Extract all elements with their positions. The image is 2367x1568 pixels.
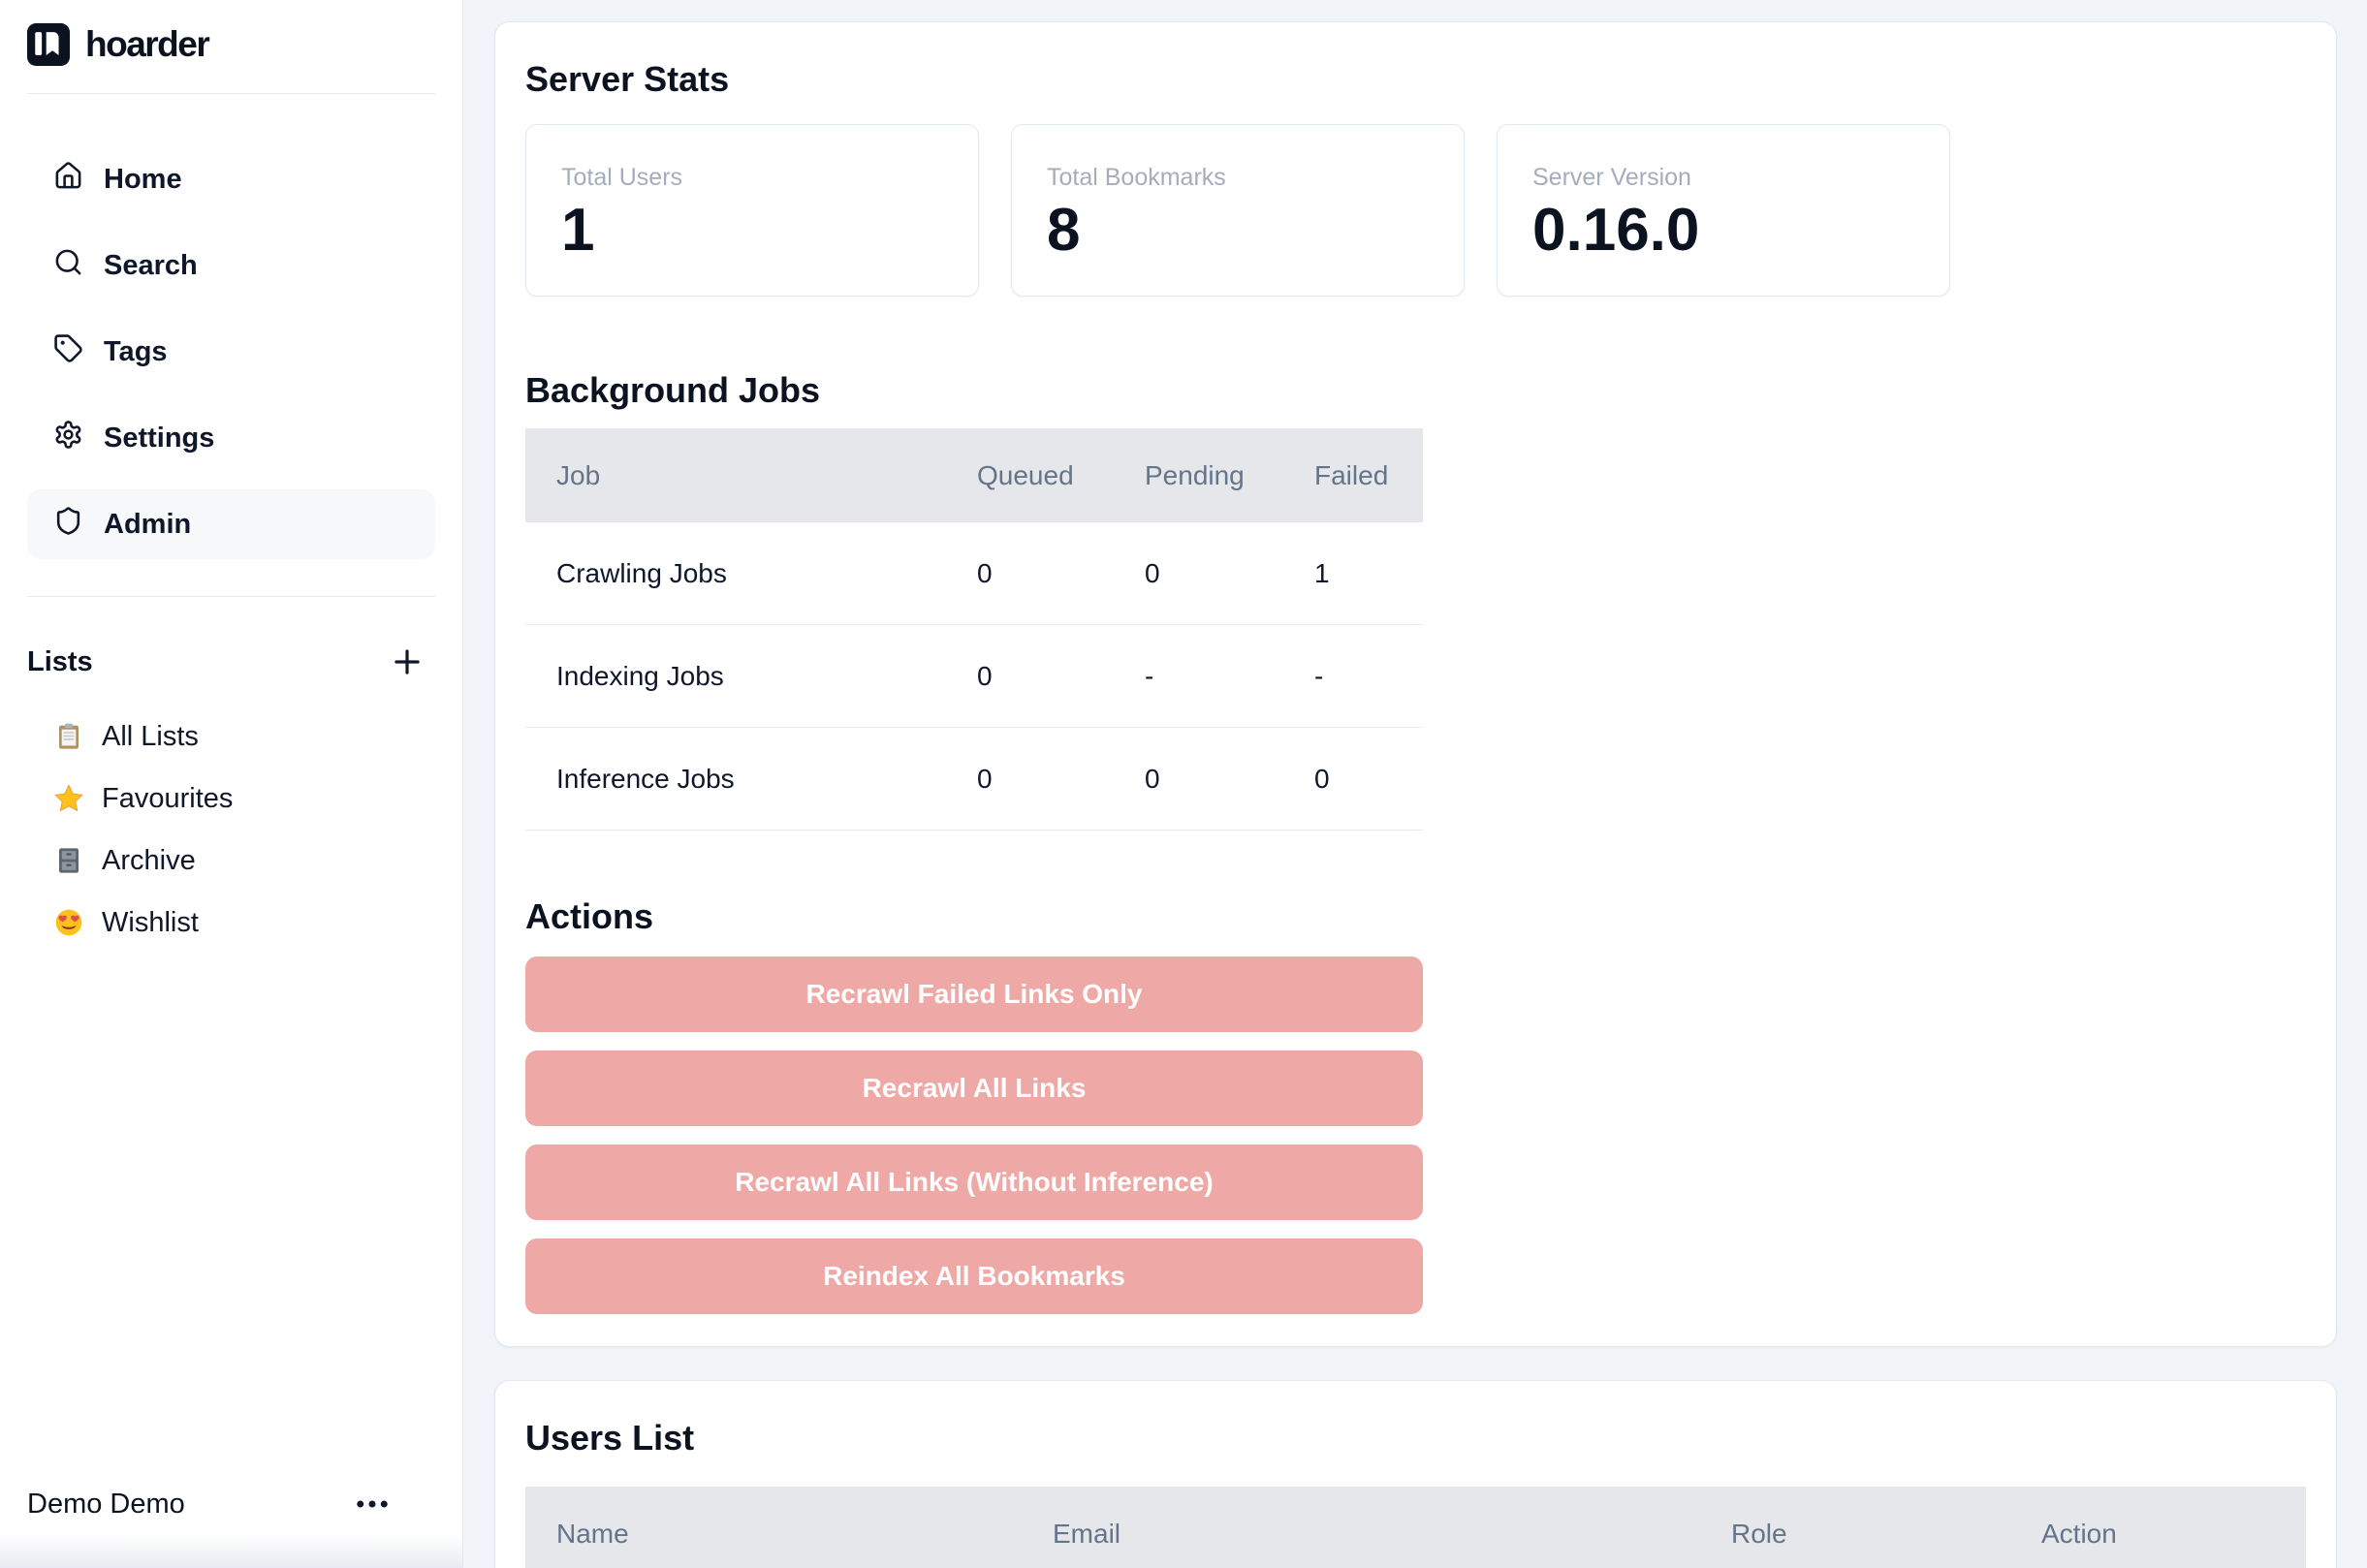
cell-failed: 1 (1314, 557, 1330, 588)
column-header-failed: Failed (1314, 459, 1389, 490)
column-header-role: Role (1731, 1518, 1787, 1549)
recrawl-failed-links-button[interactable]: Recrawl Failed Links Only (525, 956, 1423, 1032)
actions-title: Actions (525, 896, 654, 936)
brand-logo[interactable]: hoarder (27, 23, 435, 66)
background-jobs-table: Job Queued Pending Failed Crawling Jobs … (525, 428, 1423, 831)
cell-failed: 0 (1314, 763, 1330, 794)
plus-icon (389, 649, 426, 683)
column-header-queued: Queued (977, 459, 1074, 490)
sidebar-divider (27, 93, 435, 94)
users-list-card: Users List Name Email Role Action (494, 1380, 2337, 1568)
sidebar-item-label: Tags (104, 335, 168, 367)
cell-pending: 0 (1145, 557, 1160, 588)
table-row-crawling-jobs: Crawling Jobs 0 0 1 (525, 522, 1423, 625)
column-header-action: Action (2041, 1518, 2117, 1549)
stat-value: 1 (561, 197, 595, 264)
lists: All Lists Favourites Archive (27, 715, 435, 944)
sidebar-item-tags[interactable]: Tags (27, 317, 435, 387)
recrawl-all-links-button[interactable]: Recrawl All Links (525, 1051, 1423, 1126)
column-header-job: Job (556, 459, 601, 490)
sidebar-item-wishlist[interactable]: Wishlist (27, 901, 435, 944)
sidebar-bottom-fade (0, 1535, 462, 1568)
list-item-label: Archive (102, 844, 196, 876)
tag-icon (53, 333, 83, 371)
sidebar-item-label: Home (104, 163, 182, 195)
cell-queued: 0 (977, 763, 993, 794)
file-cabinet-icon (53, 845, 84, 876)
column-header-name: Name (556, 1518, 629, 1549)
column-header-email: Email (1053, 1518, 1121, 1549)
stat-card-server-version: Server Version 0.16.0 (1497, 124, 1950, 297)
cell-failed: - (1314, 660, 1324, 691)
sidebar-item-label: Admin (104, 508, 192, 540)
stat-label: Total Users (561, 164, 683, 191)
brand-name: hoarder (85, 24, 210, 64)
table-row-inference-jobs: Inference Jobs 0 0 0 (525, 728, 1423, 831)
stat-label: Server Version (1532, 164, 1691, 191)
sidebar-item-settings[interactable]: Settings (27, 403, 435, 473)
recrawl-without-inference-button[interactable]: Recrawl All Links (Without Inference) (525, 1145, 1423, 1220)
server-stats-title: Server Stats (525, 59, 730, 99)
lists-title: Lists (27, 645, 93, 677)
cell-queued: 0 (977, 557, 993, 588)
sidebar-item-home[interactable]: Home (27, 144, 435, 214)
shield-icon (53, 506, 83, 544)
sidebar-item-admin[interactable]: Admin (27, 489, 435, 559)
main-content: Server Stats Total Users 1 Total Bookmar… (463, 0, 2367, 1568)
gear-icon (53, 420, 83, 457)
user-row: Demo Demo (27, 1483, 435, 1525)
table-row-indexing-jobs: Indexing Jobs 0 - - (525, 625, 1423, 728)
search-icon (53, 247, 83, 285)
lists-header: Lists (27, 643, 435, 680)
sidebar-item-label: Settings (104, 422, 215, 454)
sidebar-item-favourites[interactable]: Favourites (27, 777, 435, 820)
server-stats-cards: Total Users 1 Total Bookmarks 8 Server V… (525, 124, 2306, 297)
column-header-pending: Pending (1145, 459, 1245, 490)
cell-pending: - (1145, 660, 1154, 691)
reindex-all-bookmarks-button[interactable]: Reindex All Bookmarks (525, 1239, 1423, 1314)
add-list-button[interactable] (389, 643, 426, 680)
sidebar-nav: Home Search Tags Settings Admin (27, 144, 435, 559)
cell-queued: 0 (977, 660, 993, 691)
cell-pending: 0 (1145, 763, 1160, 794)
list-item-label: All Lists (102, 720, 199, 752)
list-item-label: Favourites (102, 782, 234, 814)
ellipsis-icon (352, 1500, 393, 1527)
cell-job: Inference Jobs (556, 763, 735, 794)
stat-card-total-users: Total Users 1 (525, 124, 979, 297)
stat-card-total-bookmarks: Total Bookmarks 8 (1011, 124, 1465, 297)
clipboard-icon (53, 721, 84, 752)
background-jobs-title: Background Jobs (525, 370, 821, 410)
admin-panel-card: Server Stats Total Users 1 Total Bookmar… (494, 21, 2337, 1347)
sidebar-item-archive[interactable]: Archive (27, 839, 435, 882)
cell-job: Indexing Jobs (556, 660, 724, 691)
users-list-title: Users List (525, 1418, 695, 1458)
heart-eyes-icon (53, 907, 84, 938)
user-menu-button[interactable] (352, 1484, 393, 1524)
jobs-table-header: Job Queued Pending Failed (525, 428, 1423, 522)
hoarder-bookmark-icon (27, 23, 70, 66)
actions-buttons: Recrawl Failed Links Only Recrawl All Li… (525, 956, 1423, 1314)
house-icon (53, 161, 83, 199)
users-table-header: Name Email Role Action (525, 1487, 2306, 1568)
user-name: Demo Demo (27, 1488, 185, 1520)
stat-label: Total Bookmarks (1047, 164, 1226, 191)
sidebar-item-search[interactable]: Search (27, 231, 435, 300)
sidebar-item-all-lists[interactable]: All Lists (27, 715, 435, 758)
cell-job: Crawling Jobs (556, 557, 727, 588)
sidebar-item-label: Search (104, 249, 198, 281)
sidebar: hoarder Home Search Tags Settings (0, 0, 463, 1568)
stat-value: 0.16.0 (1532, 197, 1700, 264)
star-icon (53, 783, 84, 814)
stat-value: 8 (1047, 197, 1081, 264)
sidebar-divider (27, 596, 435, 597)
list-item-label: Wishlist (102, 906, 199, 938)
